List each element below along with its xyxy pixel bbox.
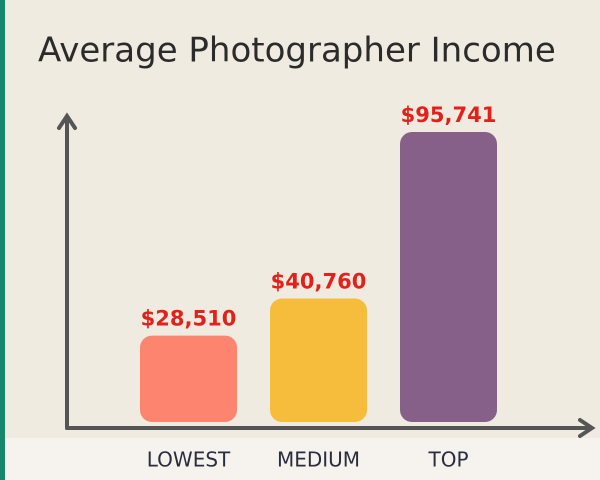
chart-title: Average Photographer Income [38,31,556,71]
value-label: $95,741 [401,103,497,127]
x-tick-label: TOP [427,448,468,472]
bar [140,335,237,422]
x-tick-label: LOWEST [147,448,231,472]
axes [57,112,596,438]
value-label: $28,510 [141,307,237,331]
bottom-strip [0,438,600,480]
side-stripe [0,0,5,480]
y-axis-arrow [57,112,77,130]
x-tick-label: MEDIUM [277,448,360,472]
value-label: $40,760 [271,270,367,294]
x-axis-arrow [578,418,596,438]
bar [270,298,367,422]
bar [400,132,497,422]
